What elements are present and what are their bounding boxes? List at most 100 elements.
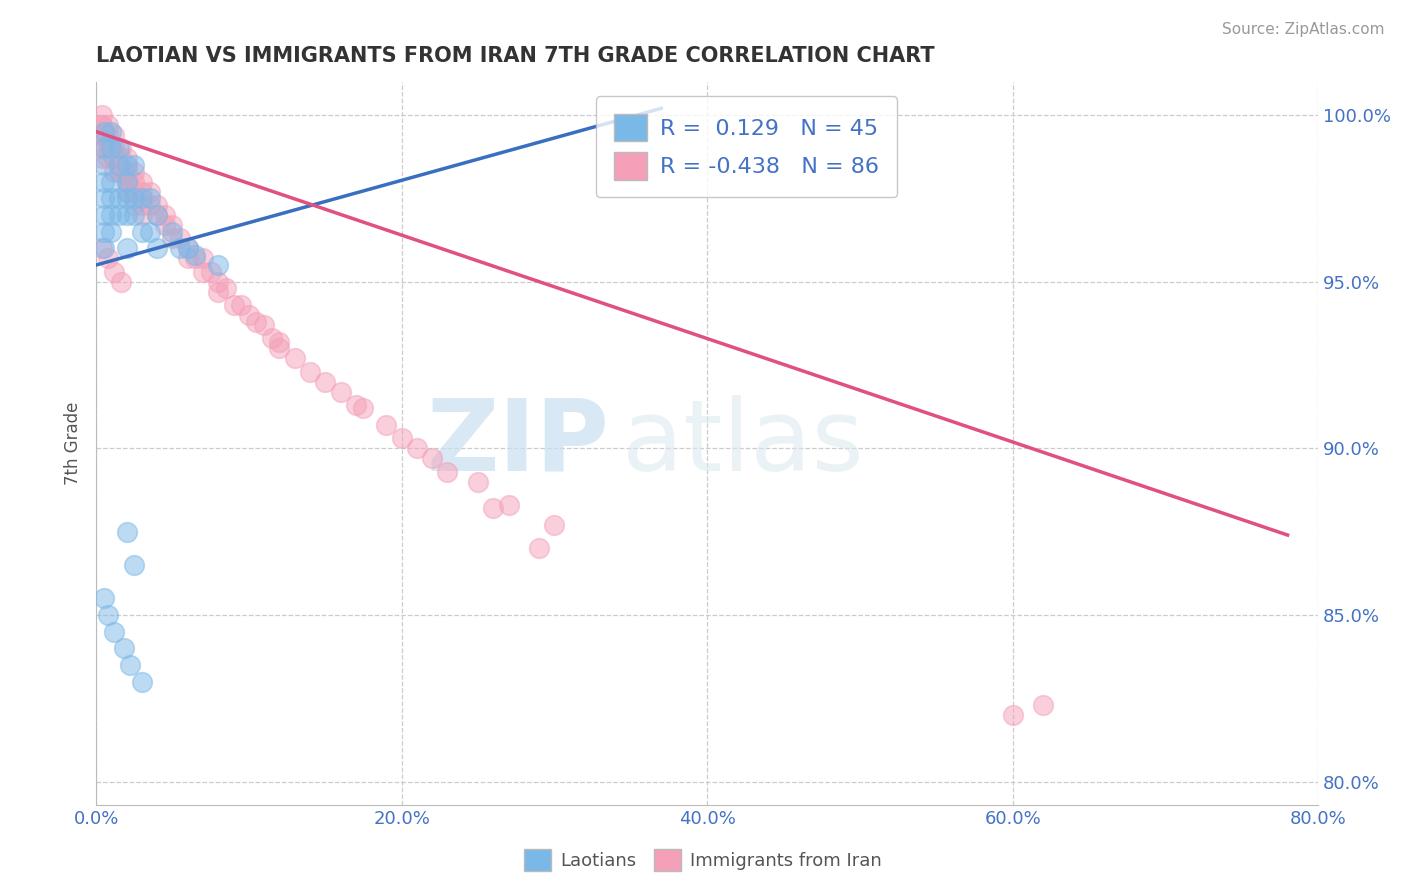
Point <box>115 241 138 255</box>
Point <box>231 298 253 312</box>
Point <box>124 164 146 178</box>
Text: Source: ZipAtlas.com: Source: ZipAtlas.com <box>1222 22 1385 37</box>
Point <box>97 141 120 155</box>
Point <box>352 401 374 416</box>
Point <box>153 218 176 232</box>
Point <box>260 331 283 345</box>
Point <box>284 351 307 366</box>
Point <box>153 208 176 222</box>
Point <box>527 541 550 556</box>
Point <box>93 225 115 239</box>
Point <box>467 475 489 489</box>
Point <box>177 241 200 255</box>
Point <box>131 191 153 205</box>
Point <box>177 252 200 266</box>
Point <box>108 191 131 205</box>
Point <box>375 417 398 432</box>
Point <box>1032 698 1054 712</box>
Point <box>131 175 153 189</box>
Point <box>269 334 291 349</box>
Point <box>118 658 141 673</box>
Text: atlas: atlas <box>621 395 863 491</box>
Point <box>93 208 115 222</box>
Point <box>436 465 458 479</box>
Point <box>138 225 160 239</box>
Point <box>103 152 125 166</box>
Point <box>100 141 122 155</box>
Point <box>146 241 169 255</box>
Point <box>406 442 429 456</box>
Point <box>91 108 114 122</box>
Point <box>131 198 153 212</box>
Point <box>169 241 191 255</box>
Point <box>177 241 200 255</box>
Point <box>103 152 125 166</box>
Point <box>94 131 117 145</box>
Text: LAOTIAN VS IMMIGRANTS FROM IRAN 7TH GRADE CORRELATION CHART: LAOTIAN VS IMMIGRANTS FROM IRAN 7TH GRAD… <box>96 46 935 66</box>
Point <box>420 451 443 466</box>
Point <box>90 118 112 132</box>
Point <box>103 141 125 155</box>
Point <box>94 128 117 142</box>
Point <box>146 208 169 222</box>
Point <box>269 342 291 356</box>
Point <box>131 208 153 222</box>
Point <box>124 185 146 199</box>
Point <box>245 315 267 329</box>
Point <box>115 175 138 189</box>
Point <box>100 191 122 205</box>
Point <box>115 208 138 222</box>
Point <box>131 225 153 239</box>
Point <box>131 185 153 199</box>
Point <box>110 141 132 155</box>
Point <box>498 498 520 512</box>
Point <box>110 152 132 166</box>
Point <box>100 141 122 155</box>
Point <box>131 674 153 689</box>
Point <box>93 241 115 255</box>
Point <box>97 608 120 623</box>
Point <box>124 208 146 222</box>
Point <box>115 164 138 178</box>
Point <box>97 128 120 142</box>
Point <box>124 191 146 205</box>
Point <box>97 252 120 266</box>
Legend: Laotians, Immigrants from Iran: Laotians, Immigrants from Iran <box>516 842 890 879</box>
Point <box>115 524 138 539</box>
Point <box>253 318 276 332</box>
Point <box>108 141 131 155</box>
Point <box>191 265 214 279</box>
Point <box>207 275 229 289</box>
Point <box>344 398 367 412</box>
Point <box>93 125 115 139</box>
Point <box>184 248 207 262</box>
Point <box>112 164 135 178</box>
Point <box>100 208 122 222</box>
Point <box>391 431 413 445</box>
Point <box>191 252 214 266</box>
Point <box>115 185 138 199</box>
Point <box>112 641 135 656</box>
Point <box>222 298 245 312</box>
Point <box>215 281 238 295</box>
Point <box>115 152 138 166</box>
Point <box>124 158 146 172</box>
Point <box>1001 708 1024 723</box>
Point <box>110 164 132 178</box>
Point <box>146 208 169 222</box>
Point <box>103 265 125 279</box>
Text: ZIP: ZIP <box>426 395 609 491</box>
Legend: R =  0.129   N = 45, R = -0.438   N = 86: R = 0.129 N = 45, R = -0.438 N = 86 <box>596 96 897 197</box>
Point <box>91 141 114 155</box>
Point <box>93 591 115 606</box>
Point <box>100 225 122 239</box>
Point <box>482 501 505 516</box>
Point <box>103 624 125 639</box>
Point <box>298 365 321 379</box>
Point <box>162 231 184 245</box>
Point <box>329 384 352 399</box>
Point <box>162 218 184 232</box>
Point <box>207 285 229 299</box>
Point <box>138 198 160 212</box>
Point <box>98 141 121 155</box>
